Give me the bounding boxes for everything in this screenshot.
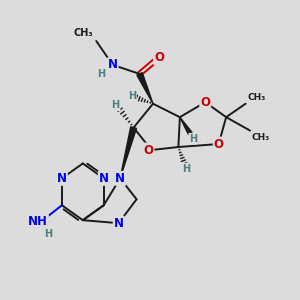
Text: NH: NH [28, 215, 48, 228]
Text: CH₃: CH₃ [74, 28, 93, 38]
Text: N: N [57, 172, 67, 185]
Text: O: O [200, 96, 210, 109]
Text: H: H [182, 164, 190, 173]
Text: CH₃: CH₃ [247, 93, 265, 102]
Polygon shape [120, 127, 136, 178]
Text: O: O [214, 137, 224, 151]
Text: H: H [189, 134, 197, 144]
Text: O: O [143, 143, 154, 157]
Text: O: O [154, 51, 164, 64]
Text: H: H [44, 229, 52, 238]
Text: CH₃: CH₃ [251, 133, 270, 142]
Text: N: N [114, 217, 124, 230]
Text: N: N [99, 172, 109, 185]
Polygon shape [137, 73, 153, 104]
Text: H: H [97, 70, 105, 80]
Text: H: H [128, 91, 136, 101]
Text: N: N [115, 172, 125, 185]
Text: H: H [112, 100, 120, 110]
Polygon shape [180, 117, 192, 135]
Text: N: N [108, 58, 118, 71]
